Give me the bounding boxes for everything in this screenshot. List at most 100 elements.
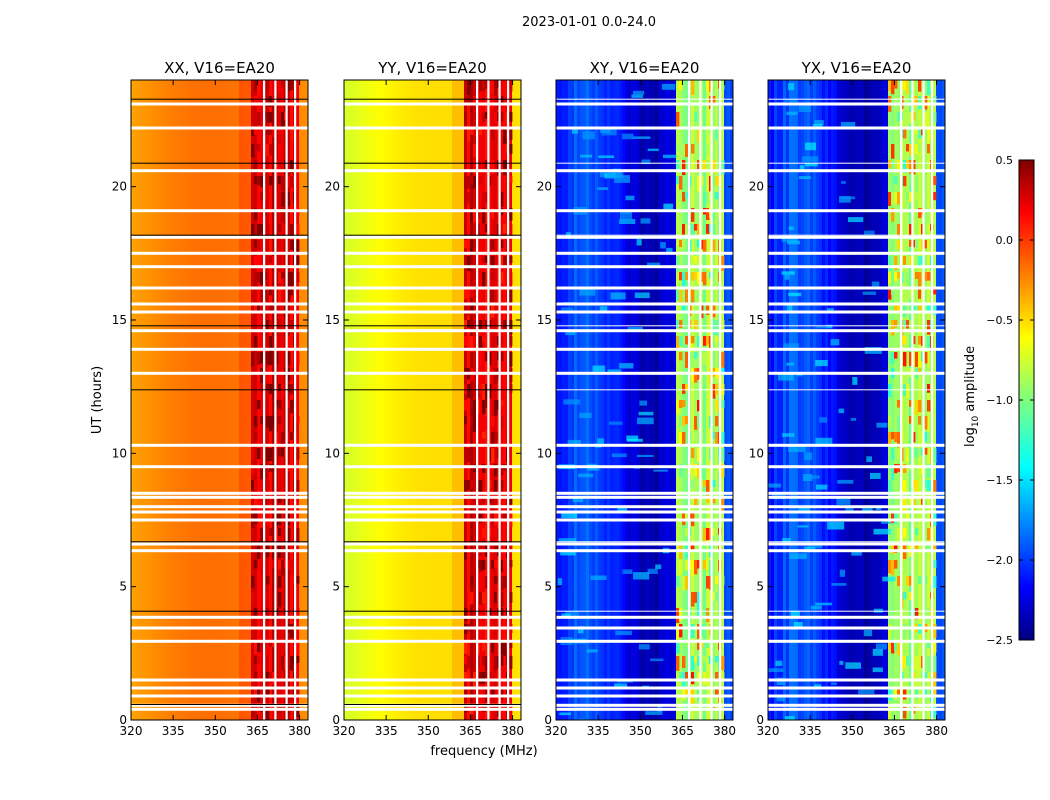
heatmap-patch [872,667,883,673]
heatmap-cell [509,592,513,603]
heatmap-column [685,80,689,720]
heatmap-patch [615,630,632,636]
heatmap-patch [881,520,892,524]
heatmap-cell [903,592,907,600]
heatmap-patch [636,239,642,246]
heatmap-patch [598,155,614,158]
heatmap-cell [257,240,261,251]
heatmap-column [389,80,393,720]
heatmap-cell [912,480,916,488]
heatmap-cell [485,672,489,682]
heatmap-column [792,80,796,720]
heatmap-cell [500,608,504,616]
heatmap-cell [464,672,468,680]
flag-row [344,310,521,314]
flag-separator [768,98,945,100]
colorbar-label: log10 amplitude [963,346,981,447]
heatmap-cell [269,240,273,255]
heatmap-cell [888,640,892,650]
heatmap-cell [706,144,710,156]
heatmap-patch [622,569,633,574]
heatmap-cell [287,336,291,349]
heatmap-cell [906,320,910,329]
heatmap-cell [894,176,898,185]
heatmap-cell [894,224,898,233]
heatmap-cell [251,144,255,158]
heatmap-column [179,80,183,720]
heatmap-cell [491,128,495,140]
flag-separator [131,704,308,705]
heatmap-cell [464,656,468,664]
heatmap-cell [694,352,698,359]
heatmap-column [628,80,632,720]
heatmap-cell [494,320,498,327]
heatmap-cell [909,320,913,335]
heatmap-cell [915,176,919,192]
heatmap-cell [254,416,258,428]
heatmap-cell [266,224,270,240]
heatmap-cell [281,640,285,649]
heatmap-cell [467,384,471,398]
heatmap-cell [296,528,300,543]
heatmap-cell [903,80,907,91]
flag-row [344,495,521,499]
flag-row [131,443,308,447]
heatmap-column [661,80,665,720]
heatmap-patch [815,602,832,606]
heatmap-cell [491,192,495,203]
heatmap-cell [685,336,689,345]
heatmap-column [813,80,817,720]
heatmap-cell [691,544,695,551]
heatmap-column [801,80,805,720]
heatmap-cell [467,112,471,126]
heatmap-patch [614,175,630,183]
heatmap-cell [266,608,270,621]
heatmap-cell [275,336,279,346]
heatmap-cell [915,304,919,314]
heatmap-cell [924,112,928,128]
heatmap-cell [296,352,300,365]
flag-row [344,686,521,690]
heatmap-cell [912,448,916,461]
heatmap-patch [798,104,811,113]
flag-row [131,126,308,130]
heatmap-cell [676,256,680,272]
heatmap-cell [912,96,916,108]
heatmap-cell [915,480,919,496]
heatmap-cell [488,176,492,186]
heatmap-cell [491,496,495,512]
heatmap-cell [918,80,922,92]
heatmap-cell [888,352,892,365]
heatmap-cell [706,208,710,221]
heatmap-cell [721,400,725,408]
heatmap-cell [897,400,901,408]
figure-suptitle: 2023-01-01 0.0-24.0 [522,15,656,30]
heatmap-patch [784,98,798,102]
flag-separator [131,98,308,100]
heatmap-cell [272,272,276,282]
heatmap-cell [281,272,285,279]
heatmap-cell [685,320,689,333]
heatmap-patch [647,148,659,152]
heatmap-cell [482,80,486,92]
flag-row [131,639,308,643]
flag-row [131,209,308,213]
heatmap-cell [296,480,300,496]
heatmap-cell [903,176,907,187]
heatmap-patch [826,324,833,329]
heatmap-cell [712,384,716,399]
heatmap-cell [494,464,498,477]
heatmap-cell [909,80,913,93]
heatmap-column [789,80,793,720]
heatmap-cell [485,112,489,119]
heatmap-cell [500,400,504,407]
heatmap-cell [266,480,270,495]
heatmap-cell [694,464,698,476]
heatmap-cell [888,448,892,456]
heatmap-cell [706,160,710,174]
heatmap-patch [631,94,643,98]
heatmap-patch [810,605,822,610]
heatmap-cell [269,448,273,461]
flag-row [556,505,733,509]
heatmap-cell [500,576,504,591]
